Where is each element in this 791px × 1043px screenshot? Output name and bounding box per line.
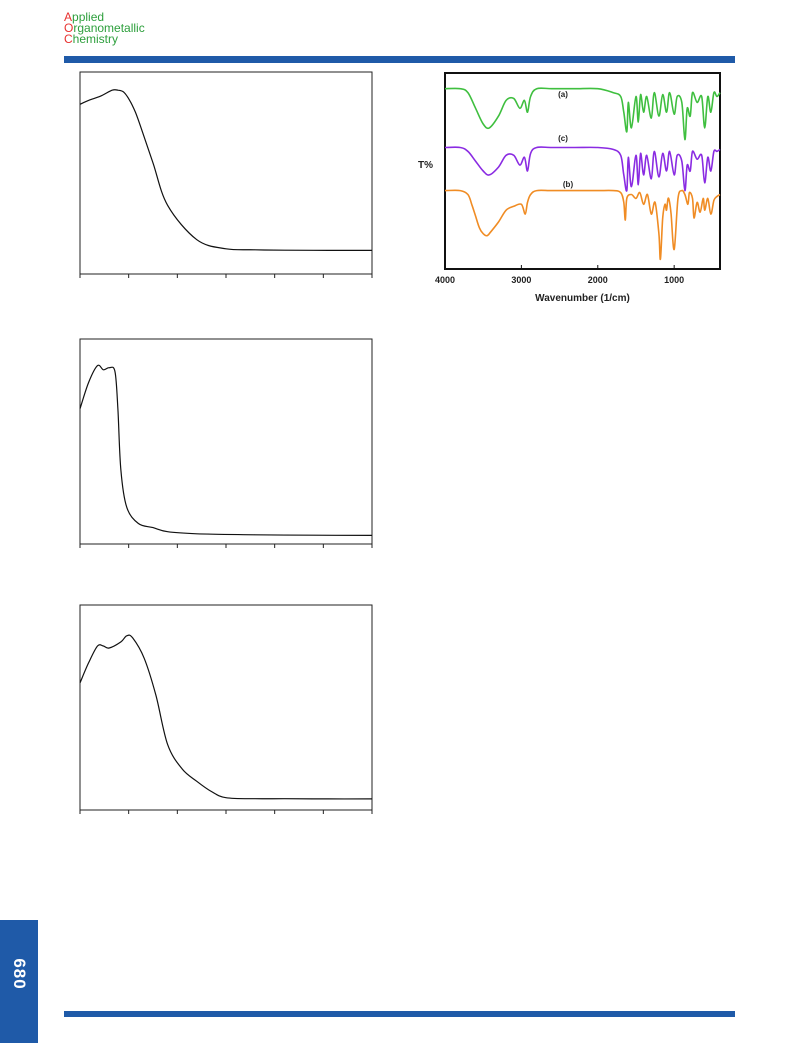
- uv-panel-frame: [79, 71, 373, 275]
- uv-panel-1: [79, 71, 373, 278]
- uv-absorbance-curve: [79, 89, 372, 252]
- uv-panel-frame: [79, 338, 373, 545]
- journal-logo: Applied Organometallic Chemistry: [64, 10, 145, 46]
- ir-series-line-c: [444, 146, 721, 192]
- logo-line-applied: Applied: [64, 10, 105, 24]
- logo-line-organometallic: Organometallic: [64, 21, 145, 35]
- page-number: 680: [10, 958, 29, 990]
- ir-series-label: (b): [563, 180, 574, 189]
- ir-x-tick-label: 4000: [435, 275, 455, 285]
- ir-series-line-a: [444, 87, 721, 141]
- uv-panel-3: [79, 604, 373, 814]
- ir-x-axis-label: Wavenumber (1/cm): [535, 293, 630, 304]
- ir-chart: (a) (c) (b) 4000 3000 2000 1000 Wavenumber (1/c…: [418, 72, 721, 304]
- uv-panel-2: [79, 338, 373, 548]
- header-rule: [64, 56, 735, 63]
- ir-series-label: (c): [558, 134, 568, 143]
- uv-absorbance-curve: [79, 364, 373, 536]
- ir-x-tick-label: 1000: [664, 275, 684, 285]
- ir-x-tick-label: 2000: [588, 275, 608, 285]
- uv-absorbance-curve: [79, 634, 373, 800]
- page-number-tab: [0, 920, 38, 1043]
- ir-series-label: (a): [558, 90, 568, 99]
- ir-series-line-b: [444, 189, 721, 261]
- ir-x-tick-label: 3000: [511, 275, 531, 285]
- ir-y-axis-label: T%: [418, 160, 433, 171]
- uv-panel-frame: [79, 604, 373, 811]
- logo-line-chemistry: Chemistry: [64, 32, 119, 46]
- ir-chart-frame: [444, 72, 721, 270]
- footer-rule: [64, 1011, 735, 1017]
